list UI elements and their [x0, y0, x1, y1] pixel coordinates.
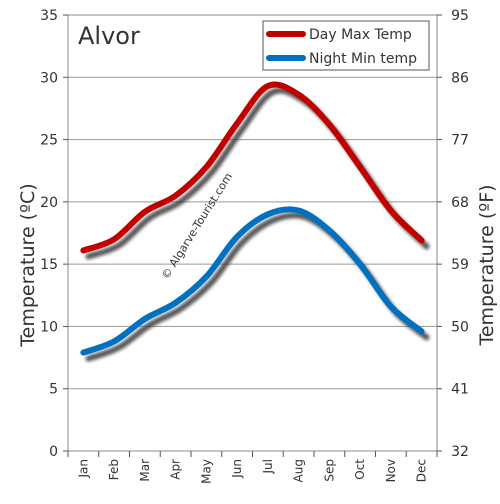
- legend-label-day-max: Day Max Temp: [309, 27, 412, 43]
- x-tick-label: Aug: [292, 459, 306, 482]
- series-line-day-max: [80, 81, 425, 254]
- x-tick-label: Feb: [107, 459, 121, 480]
- data-point-night-min-apr: [175, 302, 177, 304]
- data-point-day-max-jan: [82, 249, 84, 251]
- data-point-day-max-mar: [144, 211, 146, 213]
- data-point-day-max-dec: [421, 239, 423, 241]
- data-point-day-max-may: [205, 166, 207, 168]
- legend: Day Max Temp Night Min temp: [262, 20, 430, 71]
- data-point-day-max-oct: [359, 166, 361, 168]
- data-point-night-min-feb: [113, 340, 115, 342]
- y-right-tick-label: 77: [451, 133, 469, 149]
- data-point-day-max-feb: [113, 238, 115, 240]
- data-point-day-max-jun: [236, 122, 238, 124]
- y-right-tick-label: 86: [451, 70, 469, 86]
- y-right-tick-label: 41: [451, 382, 469, 398]
- data-point-night-min-may: [205, 276, 207, 278]
- y-left-tick-label: 5: [49, 382, 58, 398]
- y-right-tick-label: 59: [451, 257, 469, 273]
- y-axis-right: 32 41 50 59 68 77 86 95: [437, 8, 469, 460]
- legend-box: [262, 20, 430, 71]
- y-right-tick-label: 50: [451, 319, 469, 335]
- data-point-night-min-aug: [298, 210, 300, 212]
- y-left-tick-label: 10: [40, 319, 58, 335]
- x-tick-label: Dec: [415, 459, 429, 482]
- x-tick-label: May: [199, 459, 213, 484]
- y-axis-left-label: Temperature (ºC): [17, 183, 39, 347]
- y-left-tick-label: 25: [40, 133, 58, 149]
- y-axis-left: 0 5 10 15 20 25 30 35: [40, 8, 68, 460]
- legend-label-night-min: Night Min temp: [309, 51, 417, 67]
- data-point-night-min-jun: [236, 236, 238, 238]
- y-left-tick-label: 30: [40, 70, 58, 86]
- series-layer: [80, 81, 430, 362]
- y-left-tick-label: 20: [40, 195, 58, 211]
- data-point-day-max-jul: [267, 85, 269, 87]
- y-left-tick-label: 0: [49, 444, 58, 460]
- series-line-night-min: [80, 206, 425, 356]
- x-tick-label: Sep: [322, 459, 336, 482]
- x-tick-label: Nov: [384, 459, 398, 482]
- chart-title: Alvor: [78, 22, 140, 50]
- data-point-night-min-jul: [267, 213, 269, 215]
- y-left-tick-label: 15: [40, 257, 58, 273]
- x-tick-label: Jun: [230, 459, 244, 479]
- data-point-night-min-mar: [144, 318, 146, 320]
- y-right-tick-label: 32: [451, 444, 469, 460]
- x-tick-label: Apr: [169, 459, 183, 480]
- x-tick-label: Jul: [261, 459, 275, 474]
- x-tick-label: Mar: [138, 459, 152, 482]
- data-point-day-max-aug: [298, 94, 300, 96]
- data-point-night-min-sep: [328, 230, 330, 232]
- data-point-night-min-jan: [82, 352, 84, 354]
- y-right-tick-label: 95: [451, 8, 469, 24]
- data-point-day-max-apr: [175, 195, 177, 197]
- y-axis-right-label: Temperature (ºF): [476, 184, 498, 346]
- data-point-night-min-dec: [421, 330, 423, 332]
- y-left-tick-label: 35: [40, 8, 58, 24]
- data-point-day-max-sep: [328, 124, 330, 126]
- y-right-tick-label: 68: [451, 195, 469, 211]
- x-tick-label: Jan: [76, 459, 90, 479]
- grid-lines: [68, 76, 437, 390]
- x-tick-label: Oct: [353, 459, 367, 480]
- data-point-day-max-nov: [390, 210, 392, 212]
- data-point-night-min-oct: [359, 263, 361, 265]
- x-axis: Jan Feb Mar Apr May Jun Jul Aug Sep Oct Nov Dec: [67, 451, 438, 484]
- data-point-night-min-nov: [390, 305, 392, 307]
